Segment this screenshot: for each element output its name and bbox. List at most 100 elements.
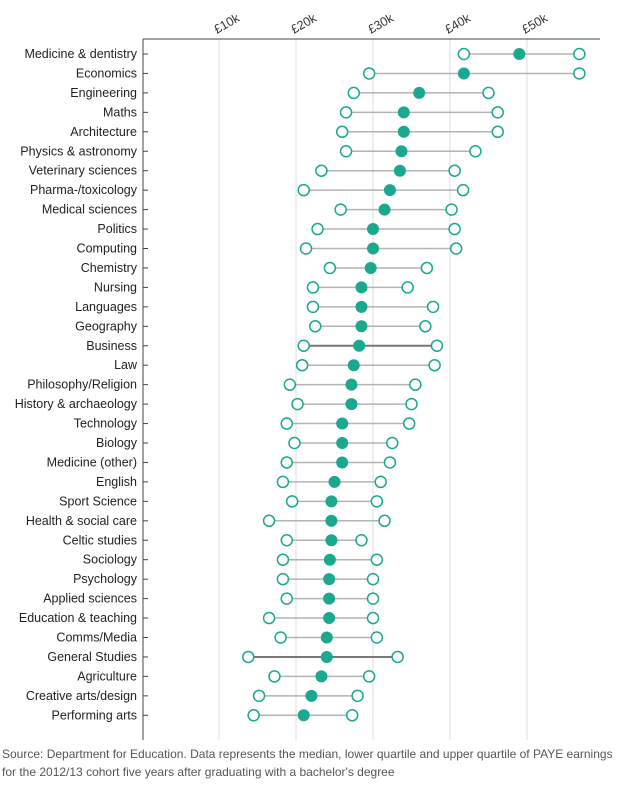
median-dot: [320, 650, 333, 663]
median-dot: [395, 145, 408, 158]
lower-quartile-dot: [306, 281, 320, 294]
upper-quartile-dot: [469, 145, 482, 158]
data-row: Physics & astronomy: [20, 144, 482, 158]
lower-quartile-dot: [339, 145, 353, 158]
category-label: Biology: [96, 436, 138, 450]
median-dot: [323, 553, 336, 566]
upper-quartile-dot: [374, 475, 387, 489]
x-tick-label: £30k: [366, 11, 397, 37]
upper-quartile-dot: [449, 242, 463, 255]
data-row: Applied sciences: [43, 592, 380, 606]
category-label: Pharma-/toxicology: [30, 183, 138, 197]
median-dot: [397, 125, 410, 138]
x-tick-label: £50k: [520, 11, 551, 37]
lower-quartile-dot: [247, 709, 260, 722]
median-dot: [397, 106, 410, 119]
median-dot: [323, 573, 336, 586]
category-label: Performing arts: [52, 708, 137, 722]
upper-quartile-dot: [430, 339, 444, 352]
lower-quartile-dot: [285, 495, 299, 508]
data-row: Education & teaching: [19, 611, 380, 625]
data-row: Sociology: [83, 553, 384, 567]
data-row: Comms/Media: [56, 631, 384, 645]
lower-quartile-dot: [242, 650, 255, 664]
median-dot: [413, 86, 426, 99]
category-label: Maths: [103, 105, 137, 119]
data-row: Maths: [103, 105, 504, 119]
median-dot: [355, 281, 368, 294]
lower-quartile-dot: [276, 553, 290, 566]
data-row: Philosophy/Religion: [27, 378, 422, 392]
median-dot: [323, 592, 336, 605]
lower-quartile-dot: [309, 320, 322, 333]
upper-quartile-dot: [409, 378, 422, 391]
median-dot: [323, 612, 336, 625]
lower-quartile-dot: [297, 339, 310, 352]
median-dot: [325, 514, 338, 527]
upper-quartile-dot: [345, 709, 359, 722]
upper-quartile-dot: [383, 456, 397, 469]
category-label: Veterinary sciences: [29, 164, 137, 178]
upper-quartile-dot: [370, 631, 384, 644]
data-row: Sport Science: [59, 494, 384, 508]
lower-quartile-dot: [323, 261, 337, 275]
x-axis-tick-labels: £10k £20k £30k £40k £50k: [212, 11, 551, 37]
median-dot: [297, 709, 310, 722]
median-dot: [383, 184, 396, 197]
data-row: Celtic studies: [63, 533, 368, 547]
category-label: Sociology: [83, 553, 138, 567]
median-dot: [328, 475, 341, 488]
median-dot: [367, 242, 379, 255]
x-tick-label: £40k: [443, 11, 474, 37]
source-note: Source: Department for Education. Data r…: [2, 747, 613, 779]
upper-quartile-dot: [482, 86, 495, 100]
lower-quartile-dot: [334, 203, 347, 216]
lower-quartile-dot: [295, 358, 309, 372]
lower-quartile-dot: [457, 47, 471, 61]
category-label: Sport Science: [59, 494, 137, 508]
data-row: Medicine (other): [47, 455, 397, 469]
data-row: Biology: [96, 436, 399, 450]
data-row: Creative arts/design: [26, 689, 364, 703]
lower-quartile-dot: [291, 397, 304, 411]
median-dot: [513, 48, 526, 60]
x-tick-label: £20k: [289, 11, 320, 37]
category-label: General Studies: [47, 650, 137, 664]
data-row: Pharma-/toxicology: [30, 183, 470, 197]
data-row: Architecture: [70, 125, 504, 139]
category-label: Computing: [77, 242, 137, 256]
lower-quartile-dot: [276, 572, 290, 586]
data-row: Business: [86, 339, 444, 353]
median-dot: [355, 300, 368, 313]
category-label: Business: [86, 339, 137, 353]
median-dot: [336, 456, 349, 469]
category-label: Psychology: [73, 572, 138, 586]
upper-quartile-dot: [362, 670, 376, 683]
median-dot: [336, 437, 349, 449]
median-dot: [378, 203, 391, 216]
category-label: Languages: [75, 300, 137, 314]
median-dot: [305, 689, 318, 702]
data-row: Engineering: [70, 86, 495, 100]
category-label: Education & teaching: [19, 611, 137, 625]
lower-quartile-dot: [311, 222, 324, 236]
upper-quartile-dot: [402, 417, 416, 430]
median-dot: [345, 378, 358, 391]
upper-quartile-dot: [355, 534, 368, 547]
earnings-dot-range-chart: £10k £20k £30k £40k £50k Medicine & dentistr…: [15, 11, 600, 740]
category-label: History & archaeology: [15, 397, 138, 411]
lower-quartile-dot: [347, 86, 360, 100]
median-dot: [325, 495, 338, 508]
lower-quartile-dot: [288, 436, 301, 450]
category-label: Comms/Media: [56, 631, 137, 645]
upper-quartile-dot: [445, 203, 458, 216]
median-dot: [336, 417, 349, 430]
gridlines: [218, 39, 528, 740]
median-dot: [367, 223, 379, 236]
category-label: Health & social care: [26, 514, 137, 528]
category-label: Nursing: [94, 280, 137, 294]
lower-quartile-dot: [315, 164, 328, 177]
lower-quartile-dot: [335, 125, 349, 139]
data-row: Politics: [97, 222, 461, 236]
data-row: Psychology: [73, 572, 380, 586]
